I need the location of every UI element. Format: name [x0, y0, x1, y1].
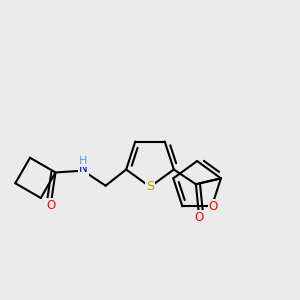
Text: H: H: [79, 156, 87, 166]
Text: O: O: [194, 211, 203, 224]
Text: N: N: [79, 162, 88, 175]
Text: O: O: [209, 200, 218, 213]
Text: O: O: [46, 199, 56, 212]
Text: S: S: [146, 180, 154, 193]
